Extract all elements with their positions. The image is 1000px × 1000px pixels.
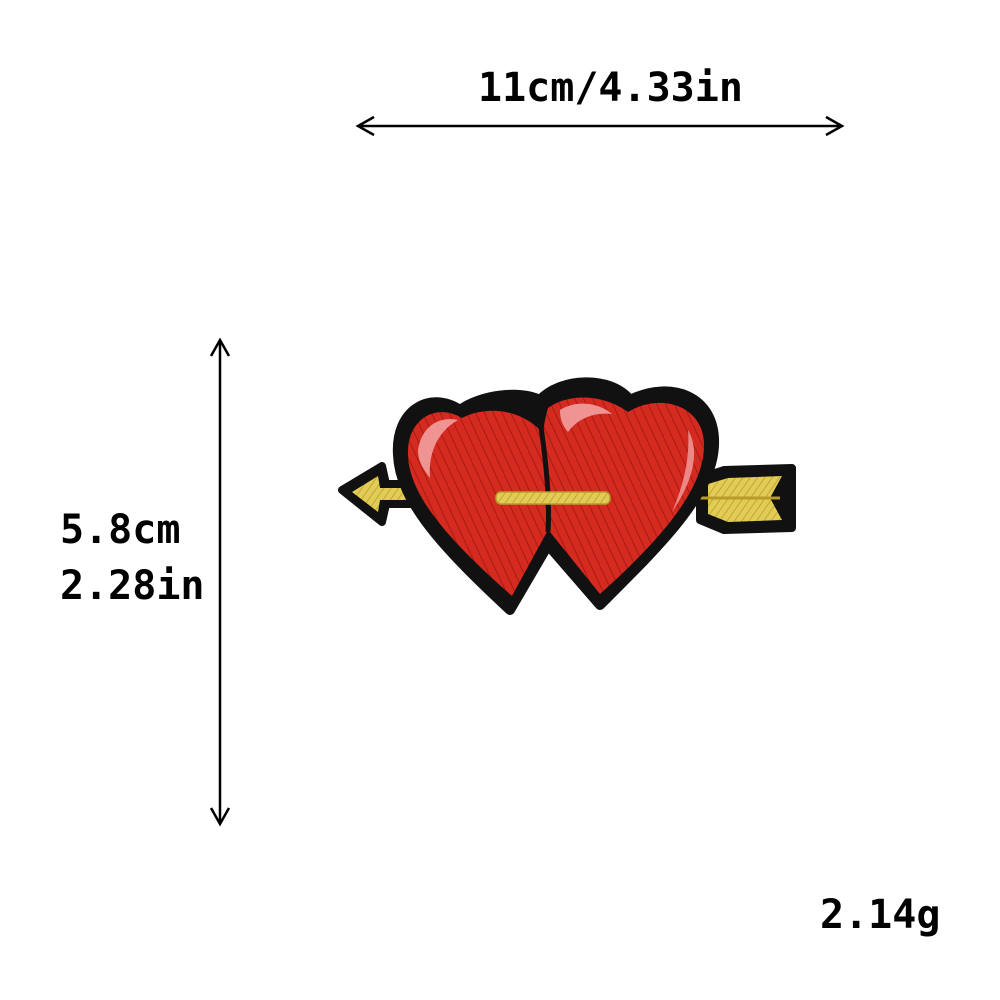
arrow-shaft	[495, 491, 611, 505]
weight-label: 2.14g	[820, 892, 941, 938]
height-dimension-arrow	[209, 337, 231, 827]
height-in-label: 2.28in	[60, 563, 205, 609]
width-dimension-arrow	[355, 115, 845, 137]
width-dimension-label: 11cm/4.33in	[478, 65, 743, 111]
double-heart-arrow-patch-icon	[338, 377, 796, 615]
arrow-feather-icon	[696, 464, 796, 534]
height-cm-label: 5.8cm	[60, 507, 181, 553]
